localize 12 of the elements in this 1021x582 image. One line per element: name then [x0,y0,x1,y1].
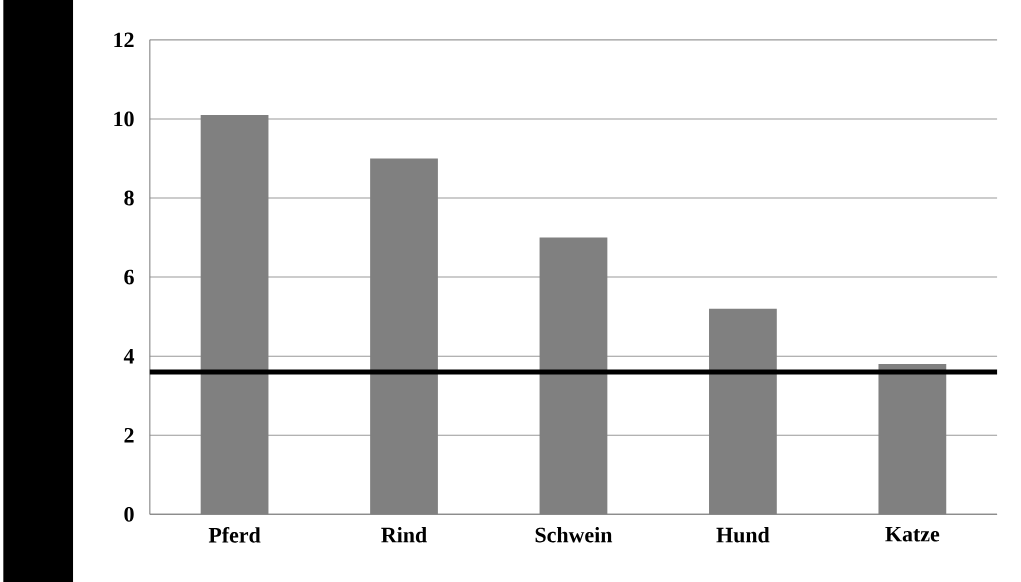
y-tick-label: 8 [124,190,134,206]
x-tick-label: Pferd [208,526,261,543]
x-tick-label: Schwein [535,526,613,543]
x-tick-label: Rind [381,526,427,543]
x-tick-label: Hund [716,526,770,543]
y-tick-label: 4 [123,348,135,364]
x-tick-label: Katze [885,526,940,542]
y-tick-label: 12 [114,32,134,48]
y-tick-label: 2 [124,427,134,443]
y-tick-label: 6 [124,269,134,285]
y-tick-label: 10 [114,111,134,127]
y-tick-label: 0 [124,506,134,522]
